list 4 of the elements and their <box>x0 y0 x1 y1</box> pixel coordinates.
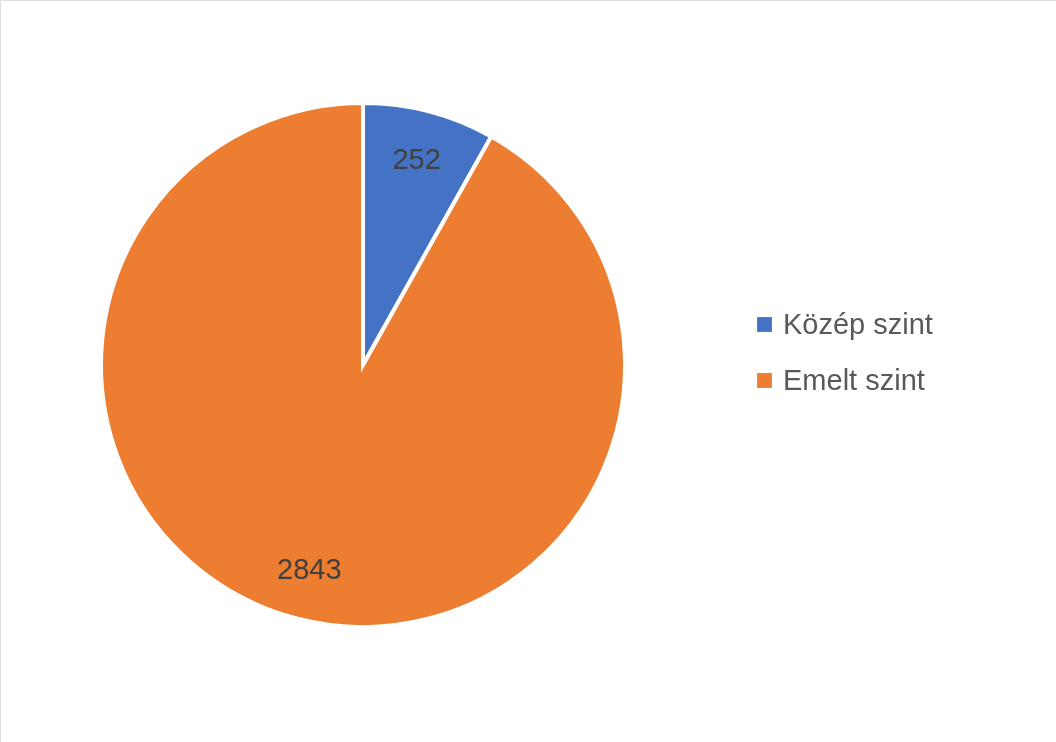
data-label: 2843 <box>277 553 342 586</box>
data-label: 252 <box>392 142 441 175</box>
legend-label: Emelt szint <box>783 363 925 396</box>
legend-label: Közép szint <box>783 307 933 340</box>
